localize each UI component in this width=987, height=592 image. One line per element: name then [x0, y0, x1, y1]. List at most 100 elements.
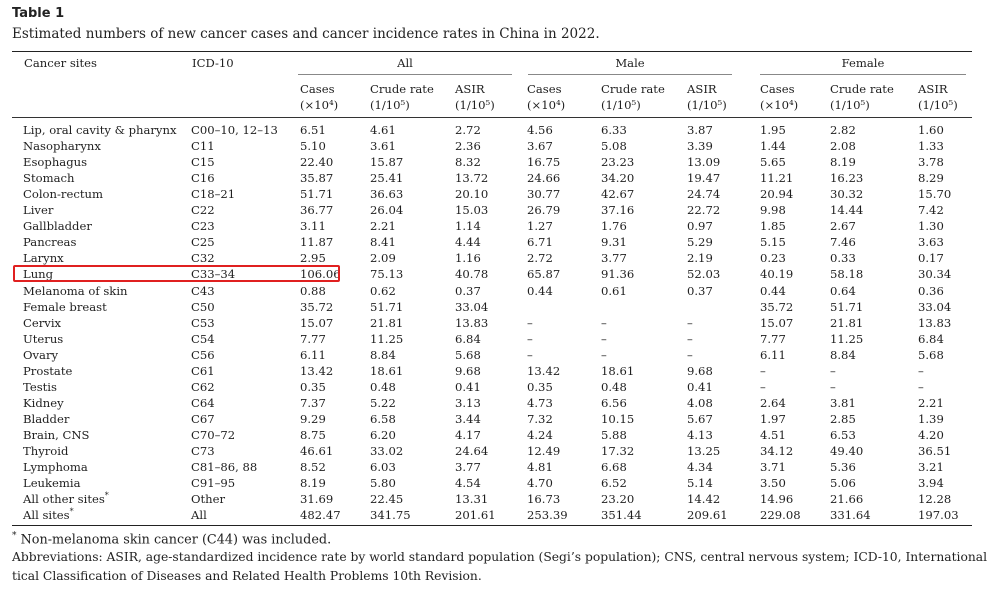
- value-cell: 4.34: [687, 460, 713, 475]
- value-cell: 6.58: [370, 411, 396, 426]
- value-cell: 3.44: [455, 411, 481, 426]
- value-cell: 51.71: [300, 187, 334, 202]
- value-cell: 75.13: [370, 267, 404, 282]
- value-cell: 36.63: [370, 187, 404, 202]
- value-cell: 5.29: [687, 235, 713, 250]
- value-cell: 13.31: [455, 492, 489, 507]
- cancer-site: Thyroid: [23, 443, 68, 459]
- subheader-line2: (1/10⁵): [601, 98, 641, 112]
- cancer-site: Cervix: [23, 315, 61, 331]
- subheader-line1: ASIR: [455, 82, 485, 96]
- value-cell: 22.45: [370, 492, 404, 507]
- value-cell: 16.23: [830, 171, 864, 186]
- value-cell: –: [527, 331, 533, 346]
- value-cell: 40.19: [760, 267, 794, 282]
- value-cell: 35.72: [300, 299, 334, 314]
- value-cell: 7.42: [918, 203, 944, 218]
- value-cell: 4.17: [455, 427, 481, 442]
- value-cell: 3.87: [687, 123, 713, 137]
- icd-code: C11: [191, 139, 215, 154]
- cancer-site-label: Gallbladder: [23, 219, 92, 234]
- subheader-line1: ASIR: [918, 82, 948, 96]
- value-cell: 15.87: [370, 155, 404, 170]
- value-cell: 5.06: [830, 476, 856, 491]
- value-cell: –: [601, 347, 607, 362]
- value-cell: 40.78: [455, 267, 489, 282]
- value-cell: 24.66: [527, 171, 561, 186]
- value-cell: 6.20: [370, 427, 396, 442]
- cancer-site: All sites*: [23, 507, 74, 523]
- cancer-site: Lung: [23, 266, 53, 282]
- value-cell: 6.51: [300, 123, 326, 137]
- value-cell: 5.22: [370, 395, 396, 410]
- value-cell: 6.53: [830, 427, 856, 442]
- value-cell: 341.75: [370, 508, 411, 523]
- abbreviations-line-2: tical Classification of Diseases and Rel…: [12, 569, 482, 583]
- value-cell: 37.16: [601, 203, 635, 218]
- value-cell: 31.69: [300, 492, 334, 507]
- value-cell: 4.70: [527, 476, 553, 491]
- value-cell: 49.40: [830, 444, 864, 458]
- value-cell: 7.46: [830, 235, 856, 250]
- value-cell: 6.11: [760, 347, 786, 362]
- value-cell: 11.25: [370, 331, 404, 346]
- value-cell: 22.40: [300, 155, 334, 170]
- value-cell: 3.11: [300, 219, 326, 234]
- value-cell: 8.84: [370, 347, 396, 362]
- value-cell: 14.42: [687, 492, 721, 507]
- value-cell: 2.67: [830, 219, 856, 234]
- value-cell: 14.44: [830, 203, 864, 218]
- value-cell: –: [687, 315, 693, 330]
- icd-code: C50: [191, 299, 215, 314]
- value-cell: 1.30: [918, 219, 944, 234]
- value-cell: 0.37: [455, 283, 481, 298]
- value-cell: 3.81: [830, 395, 856, 410]
- value-cell: 24.74: [687, 187, 721, 202]
- value-cell: 8.32: [455, 155, 481, 170]
- value-cell: 1.97: [760, 411, 786, 426]
- value-cell: 2.21: [918, 395, 944, 410]
- value-cell: 2.09: [370, 251, 396, 266]
- value-cell: 91.36: [601, 267, 635, 282]
- icd-code: C73: [191, 444, 215, 458]
- value-cell: 1.16: [455, 251, 481, 266]
- group-rule-male: [528, 74, 732, 75]
- value-cell: 6.03: [370, 460, 396, 475]
- cancer-site: Testis: [23, 379, 57, 395]
- footnote-mark: *: [104, 491, 109, 501]
- value-cell: 5.10: [300, 139, 326, 154]
- value-cell: 10.15: [601, 411, 635, 426]
- icd-code: C61: [191, 363, 215, 378]
- value-cell: 1.14: [455, 219, 481, 234]
- cancer-site-label: Kidney: [23, 395, 64, 410]
- subheader-line2: (×10⁴): [527, 98, 566, 112]
- cancer-site-label: Melanoma of skin: [23, 283, 128, 298]
- value-cell: 209.61: [687, 508, 728, 523]
- value-cell: 6.68: [601, 460, 627, 475]
- subheader-line2: (1/10⁵): [455, 98, 495, 112]
- value-cell: 20.94: [760, 187, 794, 202]
- subheader-line2: (×10⁴): [300, 98, 339, 112]
- value-cell: 2.85: [830, 411, 856, 426]
- value-cell: 0.35: [527, 379, 553, 394]
- value-cell: 201.61: [455, 508, 496, 523]
- cancer-site-label: Colon-rectum: [23, 187, 103, 202]
- value-cell: 34.12: [760, 444, 794, 458]
- cancer-site: Gallbladder: [23, 218, 92, 234]
- value-cell: –: [918, 379, 924, 394]
- value-cell: 482.47: [300, 508, 341, 523]
- cancer-site: Bladder: [23, 411, 69, 427]
- value-cell: 331.64: [830, 508, 871, 523]
- value-cell: 7.77: [300, 331, 326, 346]
- value-cell: 18.61: [601, 363, 635, 378]
- value-cell: 36.51: [918, 444, 952, 458]
- value-cell: 0.97: [687, 219, 713, 234]
- value-cell: 13.83: [918, 315, 952, 330]
- icd-code: C53: [191, 315, 215, 330]
- value-cell: 20.10: [455, 187, 489, 202]
- value-cell: 21.81: [830, 315, 864, 330]
- value-cell: 8.84: [830, 347, 856, 362]
- value-cell: 4.08: [687, 395, 713, 410]
- icd-code: C43: [191, 283, 215, 298]
- header-cancer-sites: Cancer sites: [24, 56, 97, 70]
